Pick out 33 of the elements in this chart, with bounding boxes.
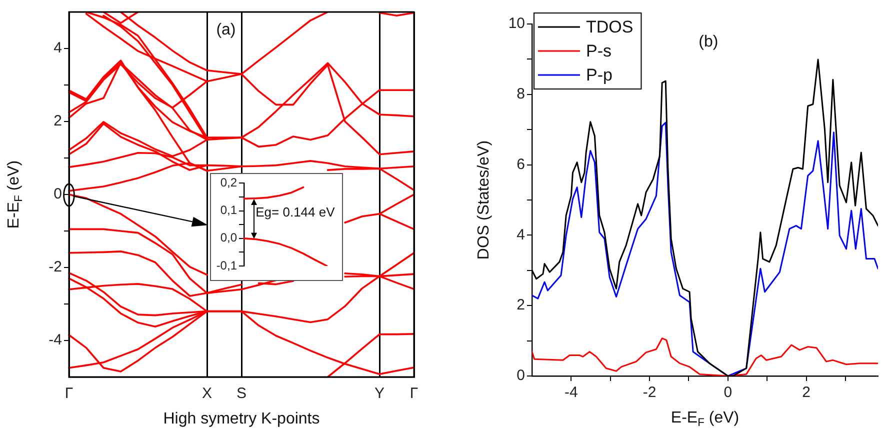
y-tick-label: 2 bbox=[54, 112, 62, 130]
y-tick-label: -2 bbox=[48, 258, 62, 276]
y-axis-title: E-EF (eV) bbox=[5, 160, 25, 229]
x-tick-label: 2 bbox=[802, 384, 810, 402]
x-tick-label: S bbox=[236, 385, 247, 402]
y-tick-label: 6 bbox=[516, 156, 525, 173]
y-tick-label: 0,0 bbox=[220, 230, 238, 245]
x-tick-label: Γ bbox=[410, 385, 418, 402]
y-tick-label: 0 bbox=[516, 367, 525, 384]
y-tick-label: 0,1 bbox=[220, 203, 238, 218]
x-tick-label: -2 bbox=[642, 384, 656, 402]
legend-label: P-p bbox=[586, 66, 612, 85]
x-axis-title: High symetry K-points bbox=[163, 410, 320, 428]
legend-label: P-s bbox=[586, 42, 612, 61]
y-tick-label: 4 bbox=[54, 40, 62, 57]
y-tick-label: -4 bbox=[48, 332, 62, 349]
x-tick-label: Γ bbox=[64, 385, 74, 402]
text: (a) bbox=[216, 21, 236, 38]
y-tick-label: 0 bbox=[54, 186, 62, 203]
legend-label: TDOS bbox=[586, 18, 634, 37]
x-tick-label: X bbox=[202, 385, 212, 402]
y-axis-title: DOS (States/eV) bbox=[475, 140, 492, 260]
y-tick-label: 4 bbox=[516, 226, 525, 244]
annotation: Eg= 0.144 eV bbox=[256, 204, 336, 220]
x-tick-label: 0 bbox=[724, 384, 732, 402]
x-tick-label: Y bbox=[374, 385, 385, 402]
y-tick-label: 10 bbox=[508, 15, 525, 32]
y-tick-label: 8 bbox=[516, 86, 525, 103]
y-tick-label: 2 bbox=[516, 296, 525, 314]
y-tick-label: -0,1 bbox=[216, 258, 238, 272]
x-tick-label: -4 bbox=[564, 384, 578, 402]
y-tick-label: 0,2 bbox=[220, 176, 238, 190]
text: (b) bbox=[698, 33, 718, 50]
